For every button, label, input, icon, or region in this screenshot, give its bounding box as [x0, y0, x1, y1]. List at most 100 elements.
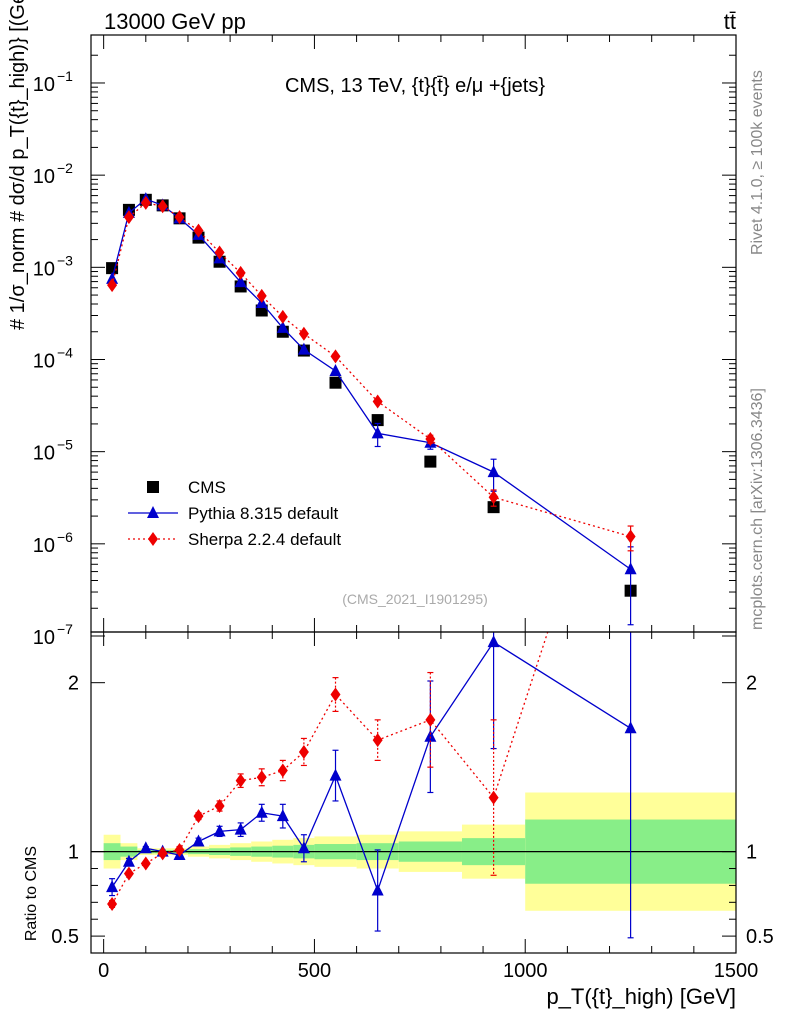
data-point — [277, 309, 288, 324]
ratio-point — [330, 687, 341, 702]
y-tick-label-exponent: −2 — [57, 160, 73, 176]
data-point — [107, 278, 118, 293]
main-title: CMS, 13 TeV, {t}{t̄} e/μ +{jets} — [285, 75, 545, 97]
data-point — [123, 210, 134, 225]
ratio-point — [329, 768, 342, 781]
ratio-point — [235, 773, 246, 788]
legend-marker — [147, 481, 159, 493]
ratio-point — [424, 729, 437, 742]
data-point — [297, 342, 310, 355]
x-axis-label: p_T({t}_high) [GeV] — [546, 984, 736, 1009]
ratio-y-tick-label-right: 2 — [746, 673, 757, 695]
ratio-point — [122, 854, 135, 867]
y-tick-label: 10 — [33, 535, 55, 557]
y-tick-label: 10 — [33, 443, 55, 465]
ratio-point — [107, 897, 118, 912]
ratio-point — [297, 841, 310, 854]
rivet-label: Rivet 4.1.0, ≥ 100k events — [749, 70, 766, 255]
ratio-point — [106, 880, 119, 893]
ratio-point — [123, 866, 134, 881]
y-tick-label: 10 — [33, 258, 55, 280]
ratio-point — [425, 712, 436, 727]
ratio-point — [298, 744, 309, 759]
ratio-point — [192, 834, 205, 847]
ratio-point — [277, 763, 288, 778]
y-tick-label: 10 — [33, 166, 55, 188]
y-tick-label-exponent: −6 — [57, 529, 73, 545]
y-tick-label-exponent: −4 — [57, 344, 73, 360]
legend-marker — [148, 532, 158, 546]
data-point — [371, 426, 384, 439]
ratio-point — [372, 733, 383, 748]
ratio-y-tick-label-right: 1 — [746, 842, 757, 864]
ratio-point — [371, 883, 384, 896]
data-point — [157, 199, 168, 214]
data-point — [234, 275, 247, 288]
data-point — [140, 195, 151, 210]
ratio-point — [255, 805, 268, 818]
ratio-point — [624, 721, 637, 734]
data-point — [256, 288, 267, 303]
series-line-pythia — [111, 198, 631, 570]
ratio-point — [214, 799, 225, 814]
ratio-point — [276, 809, 289, 822]
data-point — [298, 326, 309, 341]
y-tick-label-exponent: −5 — [57, 437, 73, 453]
data-point — [372, 394, 383, 409]
data-point — [487, 465, 500, 478]
ratio-point — [157, 846, 168, 861]
ratio-point — [193, 809, 204, 824]
ratio-frame — [90, 631, 737, 954]
y-tick-label-exponent: −7 — [57, 621, 73, 637]
data-point — [624, 562, 637, 575]
ratio-y-axis-label: Ratio to CMS — [23, 846, 40, 941]
data-point — [329, 376, 342, 389]
data-point — [424, 455, 437, 468]
mcplots-label: mcplots.cern.ch [arXiv:1306.3436] — [749, 388, 766, 630]
x-tick-label: 0 — [98, 960, 109, 982]
data-point — [425, 432, 436, 447]
y-tick-label: 10 — [33, 350, 55, 372]
data-point — [235, 265, 246, 280]
ratio-point — [256, 770, 267, 785]
ratio-point — [140, 856, 151, 871]
header-right-label: tt̄ — [724, 9, 736, 34]
legend: CMS Pythia 8.315 default Sherpa 2.2.4 defa… — [128, 478, 341, 549]
y-tick-label: 10 — [33, 627, 55, 649]
data-point — [625, 529, 636, 544]
x-tick-label: 1500 — [714, 960, 759, 982]
data-point — [106, 271, 119, 284]
y-tick-label-exponent: −1 — [57, 68, 73, 84]
data-point — [329, 364, 342, 377]
series-line-sherpa — [111, 202, 631, 538]
ratio-point — [213, 824, 226, 837]
main-panel: 10−710−610−510−410−310−210−1 CMS, 13 TeV… — [7, 0, 737, 649]
x-tick-label: 500 — [298, 960, 331, 982]
legend-label: CMS — [188, 478, 226, 497]
data-point — [487, 501, 500, 514]
x-tick-label: 1000 — [503, 960, 548, 982]
ratio-point — [487, 635, 500, 648]
main-y-axis-label: # 1/σ_norm # dσ/d p_T({t}_high)} [(GeV)^… — [7, 0, 29, 330]
legend-marker — [147, 506, 159, 518]
data-point — [488, 490, 499, 505]
main-y-axis-label-text: # 1/σ_norm # dσ/d p_T({t}_high)} [(GeV)^… — [7, 0, 29, 330]
ratio-y-tick-label: 0.5 — [51, 926, 79, 948]
ratio-line-pythia — [111, 641, 631, 893]
data-point — [193, 223, 204, 238]
ratio-point — [234, 822, 247, 835]
watermark-label: (CMS_2021_I1901295) — [342, 591, 488, 607]
data-point — [174, 210, 185, 225]
y-tick-label: 10 — [33, 74, 55, 96]
legend-label: Sherpa 2.2.4 default — [188, 530, 341, 549]
ratio-y-tick-label-right: 0.5 — [746, 926, 774, 948]
data-point — [276, 320, 289, 333]
data-point — [330, 349, 341, 364]
ratio-y-tick-label: 2 — [68, 673, 79, 695]
ratio-panel: 0.5 0.5 1 1 2 2 0 500 1000 1500 Ratio to CMS p_T(… — [23, 631, 774, 1009]
ratio-y-tick-label: 1 — [68, 842, 79, 864]
ratio-point — [488, 790, 499, 805]
legend-label: Pythia 8.315 default — [188, 504, 339, 523]
y-tick-label-exponent: −3 — [57, 252, 73, 268]
